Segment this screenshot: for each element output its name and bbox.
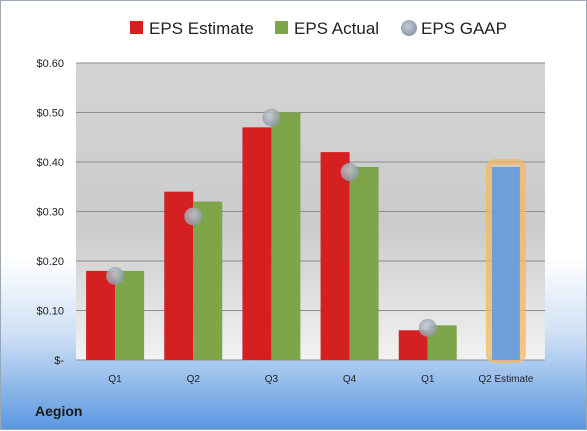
legend-label: EPS Actual: [294, 19, 379, 38]
legend-label: EPS Estimate: [149, 19, 254, 38]
bar-eps-forecast: [491, 166, 520, 360]
legend-swatch: [401, 20, 417, 36]
company-name: Aegion: [35, 403, 83, 419]
y-tick-label: $0.40: [36, 157, 64, 169]
point-eps-gaap: [106, 266, 125, 285]
y-tick-label: $0.30: [36, 207, 64, 219]
bar-eps-actual: [271, 112, 301, 360]
legend-swatch: [275, 21, 288, 34]
x-tick-label: Q2 Estimate: [478, 374, 533, 385]
y-tick-label: $0.50: [36, 108, 64, 120]
x-tick-label: Q1: [108, 374, 122, 385]
x-tick-label: Q4: [343, 374, 357, 385]
legend-label: EPS GAAP: [421, 19, 507, 38]
point-eps-gaap: [418, 318, 437, 337]
x-tick-label: Q3: [265, 374, 279, 385]
bar-eps-estimate: [320, 152, 350, 360]
y-tick-label: $-: [54, 355, 64, 367]
point-eps-gaap: [262, 108, 281, 127]
x-tick-label: Q2: [187, 374, 201, 385]
y-tick-label: $0.60: [36, 58, 64, 70]
legend-swatch: [130, 21, 143, 34]
bar-eps-actual: [349, 166, 379, 360]
bar-eps-estimate: [86, 270, 116, 360]
bar-eps-actual: [193, 201, 223, 360]
x-tick-label: Q1: [421, 374, 435, 385]
bar-eps-estimate: [242, 127, 272, 360]
bar-eps-actual: [115, 270, 145, 360]
y-tick-label: $0.20: [36, 256, 64, 268]
point-eps-gaap: [340, 162, 359, 181]
point-eps-gaap: [184, 207, 203, 226]
y-tick-label: $0.10: [36, 306, 64, 318]
